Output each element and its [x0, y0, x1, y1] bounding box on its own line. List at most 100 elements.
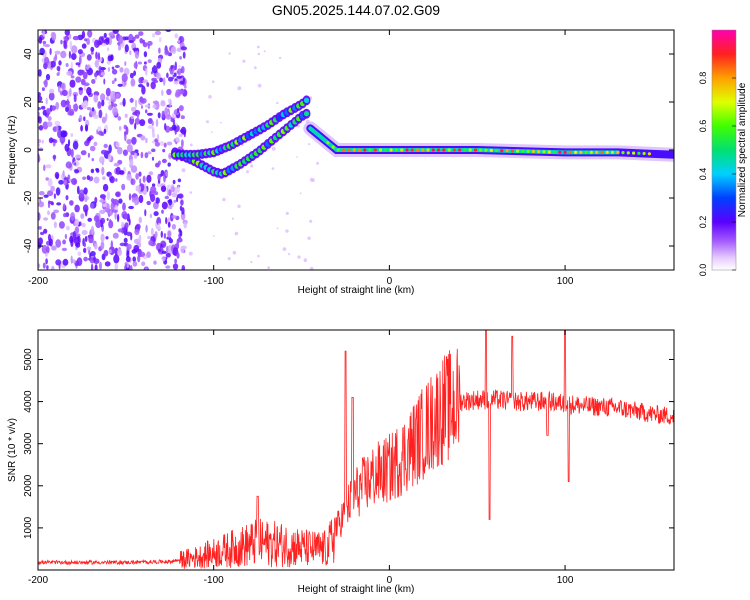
spectrogram-tail-core	[373, 148, 377, 152]
spectrogram-tail-core	[626, 151, 630, 155]
spectrogram-noise-cell	[176, 47, 182, 52]
spectrogram-noise-cell	[123, 81, 127, 86]
spectrogram-noise-cell	[168, 76, 174, 82]
spectrogram-noise-cell	[130, 165, 138, 173]
spectrogram-noise-cell	[140, 135, 146, 141]
spectrogram-noise-cell	[142, 79, 149, 84]
spectrogram-noise-cell	[165, 265, 171, 269]
spectrogram-noise-cell	[158, 47, 161, 54]
colorbar: 0.0 0.2 0.4 0.6 0.8 Normalized spectral ampl…	[698, 29, 748, 276]
spectrogram-noise-cell	[173, 80, 179, 85]
spectrogram-noise-cell	[90, 168, 95, 174]
spectrogram-noise-cell	[103, 128, 107, 134]
spectrogram-noise-cell	[112, 106, 118, 116]
spectrogram-noise-cell	[103, 249, 109, 257]
spectrogram-tail-core	[463, 148, 467, 152]
spectrogram-noise-cell	[206, 120, 209, 124]
spectrogram-noise-cell	[173, 72, 177, 77]
spectrogram-noise-cell	[107, 47, 110, 52]
spectrogram-noise-cell	[146, 174, 152, 183]
spectrogram-noise-cell	[87, 217, 92, 222]
spectrogram-noise-cell	[46, 265, 49, 270]
spectrogram-noise-cell	[138, 171, 142, 177]
spectrogram-noise-cell	[316, 161, 320, 165]
spectrogram-noise-cell	[45, 177, 49, 181]
spectrogram-ytick-label: 0	[23, 147, 34, 153]
spectrogram-noise-cell	[93, 141, 98, 147]
spectrogram-noise-cell	[44, 56, 50, 64]
spectrogram-noise-cell	[44, 79, 48, 88]
spectrogram-panel: -200 -100 0 100 40 20 0 -20 -40 Height of straig…	[7, 29, 675, 296]
spectrogram-noise-cell	[38, 69, 42, 77]
spectrogram-noise-cell	[147, 125, 154, 129]
spectrogram-noise-cell	[135, 173, 139, 180]
spectrogram-noise-cell	[134, 117, 140, 125]
snr-ytick-label: 3000	[23, 432, 34, 455]
spectrogram-noise-cell	[307, 236, 311, 240]
spectrogram-tail-core	[621, 151, 625, 155]
spectrogram-noise-cell	[170, 186, 175, 193]
snr-ylabel: SNR (10 * v/v)	[7, 418, 18, 482]
spectrogram-noise-cell	[47, 210, 50, 216]
spectrogram-noise-cell	[99, 156, 105, 164]
spectrogram-noise-cell	[138, 77, 144, 84]
snr-xtick-label: -100	[204, 575, 224, 586]
spectrogram-noise-cell	[70, 255, 73, 264]
spectrogram-noise-cell	[124, 36, 129, 41]
spectrogram-noise-cell	[165, 217, 168, 225]
spectrogram-noise-cell	[79, 69, 85, 74]
spectrogram-noise-cell	[128, 218, 131, 226]
spectrogram-noise-cell	[147, 235, 151, 240]
spectrogram-noise-cell	[102, 183, 109, 192]
spectrogram-noise-cell	[82, 204, 89, 213]
spectrogram-noise-cell	[101, 99, 105, 107]
spectrogram-noise-cell	[90, 46, 95, 53]
spectrogram-tail-core	[384, 148, 388, 152]
spectrogram-noise-cell	[74, 226, 80, 234]
spectrogram-noise-cell	[38, 263, 41, 269]
spectrogram-noise-cell	[83, 256, 88, 262]
spectrogram-noise-cell	[144, 267, 148, 270]
spectrogram-noise-cell	[89, 176, 94, 182]
spectrogram-tail-core	[415, 148, 420, 152]
spectrogram-noise-cell	[150, 186, 157, 194]
spectrogram-noise-cell	[70, 61, 73, 70]
spectrogram-noise-cell	[75, 76, 82, 83]
spectrogram-noise-cell	[81, 230, 88, 235]
spectrogram-tail-core	[352, 148, 356, 152]
spectrogram-noise-cell	[99, 199, 105, 203]
spectrogram-noise-cell	[178, 89, 185, 95]
spectrogram-noise-cell	[167, 98, 171, 104]
spectrogram-noise-cell	[110, 90, 116, 100]
spectrogram-xtick-label: 100	[557, 276, 574, 287]
snr-xtick-label: -200	[28, 575, 48, 586]
spectrogram-noise-cell	[110, 240, 114, 250]
spectrogram-noise-cell	[271, 167, 275, 170]
spectrogram-noise-cell	[271, 146, 276, 151]
spectrogram-tail-core	[437, 148, 441, 152]
spectrogram-noise-cell	[155, 118, 159, 127]
spectrogram-noise-cell	[83, 85, 86, 92]
spectrogram-noise-cell	[150, 81, 156, 90]
spectrogram-noise-cell	[58, 179, 64, 185]
spectrogram-noise-cell	[162, 148, 166, 153]
spectrogram-noise-cell	[38, 143, 41, 147]
colorbar-frame	[711, 29, 737, 271]
spectrogram-noise-cell	[94, 39, 100, 48]
spectrogram-tail-core	[479, 148, 483, 152]
spectrogram-noise-cell	[77, 251, 82, 256]
spectrogram-noise-cell	[146, 112, 153, 116]
spectrogram-noise-cell	[176, 240, 180, 249]
spectrogram-noise-cell	[83, 116, 86, 122]
spectrogram-noise-cell	[51, 32, 57, 41]
spectrogram-noise-cell	[132, 261, 138, 267]
spectrogram-noise-cell	[159, 77, 164, 83]
spectrogram-noise-cell	[62, 170, 65, 177]
spectrogram-noise-cell	[177, 40, 181, 43]
spectrogram-noise-cell	[171, 215, 177, 219]
spectrogram-ytick-label: 40	[23, 48, 34, 60]
spectrogram-noise-cell	[54, 50, 61, 55]
spectrogram-noise-cell	[41, 87, 46, 91]
spectrogram-noise-cell	[172, 74, 175, 80]
